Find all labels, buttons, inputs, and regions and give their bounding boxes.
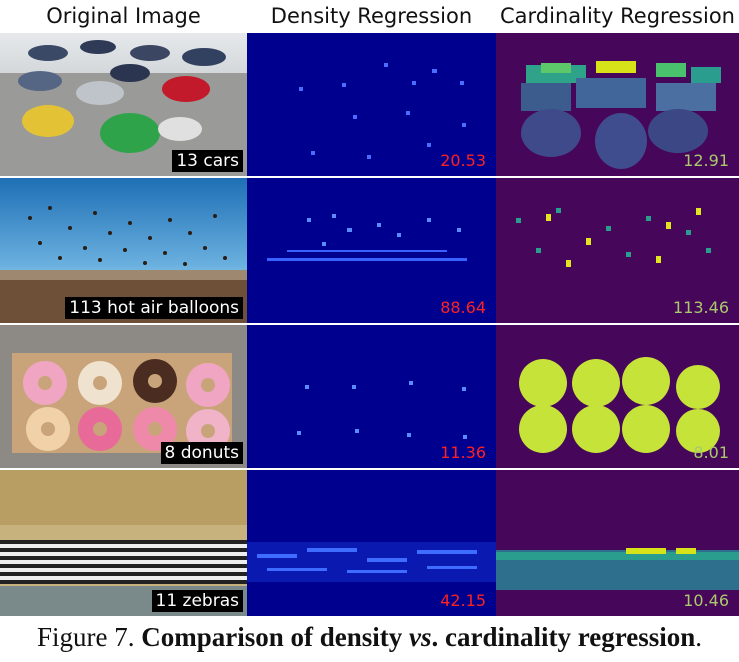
density-value: 88.64 — [440, 298, 486, 317]
count-label: 13 cars — [172, 150, 243, 172]
count-label: 8 donuts — [160, 442, 243, 464]
density-map-balloons: 88.64 — [247, 178, 496, 323]
caption-prefix: Figure 7. — [36, 622, 135, 652]
cardinality-map-balloons: 113.46 — [496, 178, 739, 323]
cardinality-value: 10.46 — [683, 591, 729, 610]
caption-bold-1: Comparison of density — [141, 622, 403, 652]
density-value: 11.36 — [440, 443, 486, 462]
original-image-zebras: 11 zebras — [0, 470, 247, 616]
cardinality-map-zebras: 10.46 — [496, 470, 739, 616]
density-map-donuts: 11.36 — [247, 325, 496, 468]
cardinality-value: 8.01 — [693, 443, 729, 462]
density-value: 20.53 — [440, 151, 486, 170]
density-value: 42.15 — [440, 591, 486, 610]
caption-vs: vs — [409, 622, 432, 652]
header-cardinality-regression: Cardinality Regression — [499, 4, 735, 28]
caption-suffix: . — [695, 622, 703, 652]
header-original-image: Original Image — [46, 4, 201, 28]
cardinality-map-cars: 12.91 — [496, 33, 739, 176]
cardinality-value: 113.46 — [673, 298, 729, 317]
header-density-regression: Density Regression — [270, 4, 473, 28]
density-map-zebras: 42.15 — [247, 470, 496, 616]
caption-bold-2: . cardinality regression — [431, 622, 696, 652]
cardinality-value: 12.91 — [683, 151, 729, 170]
figure-caption: Figure 7. Comparison of density vs. card… — [0, 622, 739, 653]
original-image-cars: 13 cars — [0, 33, 247, 176]
original-image-balloons: 113 hot air balloons — [0, 178, 247, 323]
count-label: 113 hot air balloons — [65, 297, 243, 319]
cardinality-map-donuts: 8.01 — [496, 325, 739, 468]
original-image-donuts: 8 donuts — [0, 325, 247, 468]
density-map-cars: 20.53 — [247, 33, 496, 176]
count-label: 11 zebras — [151, 590, 243, 612]
